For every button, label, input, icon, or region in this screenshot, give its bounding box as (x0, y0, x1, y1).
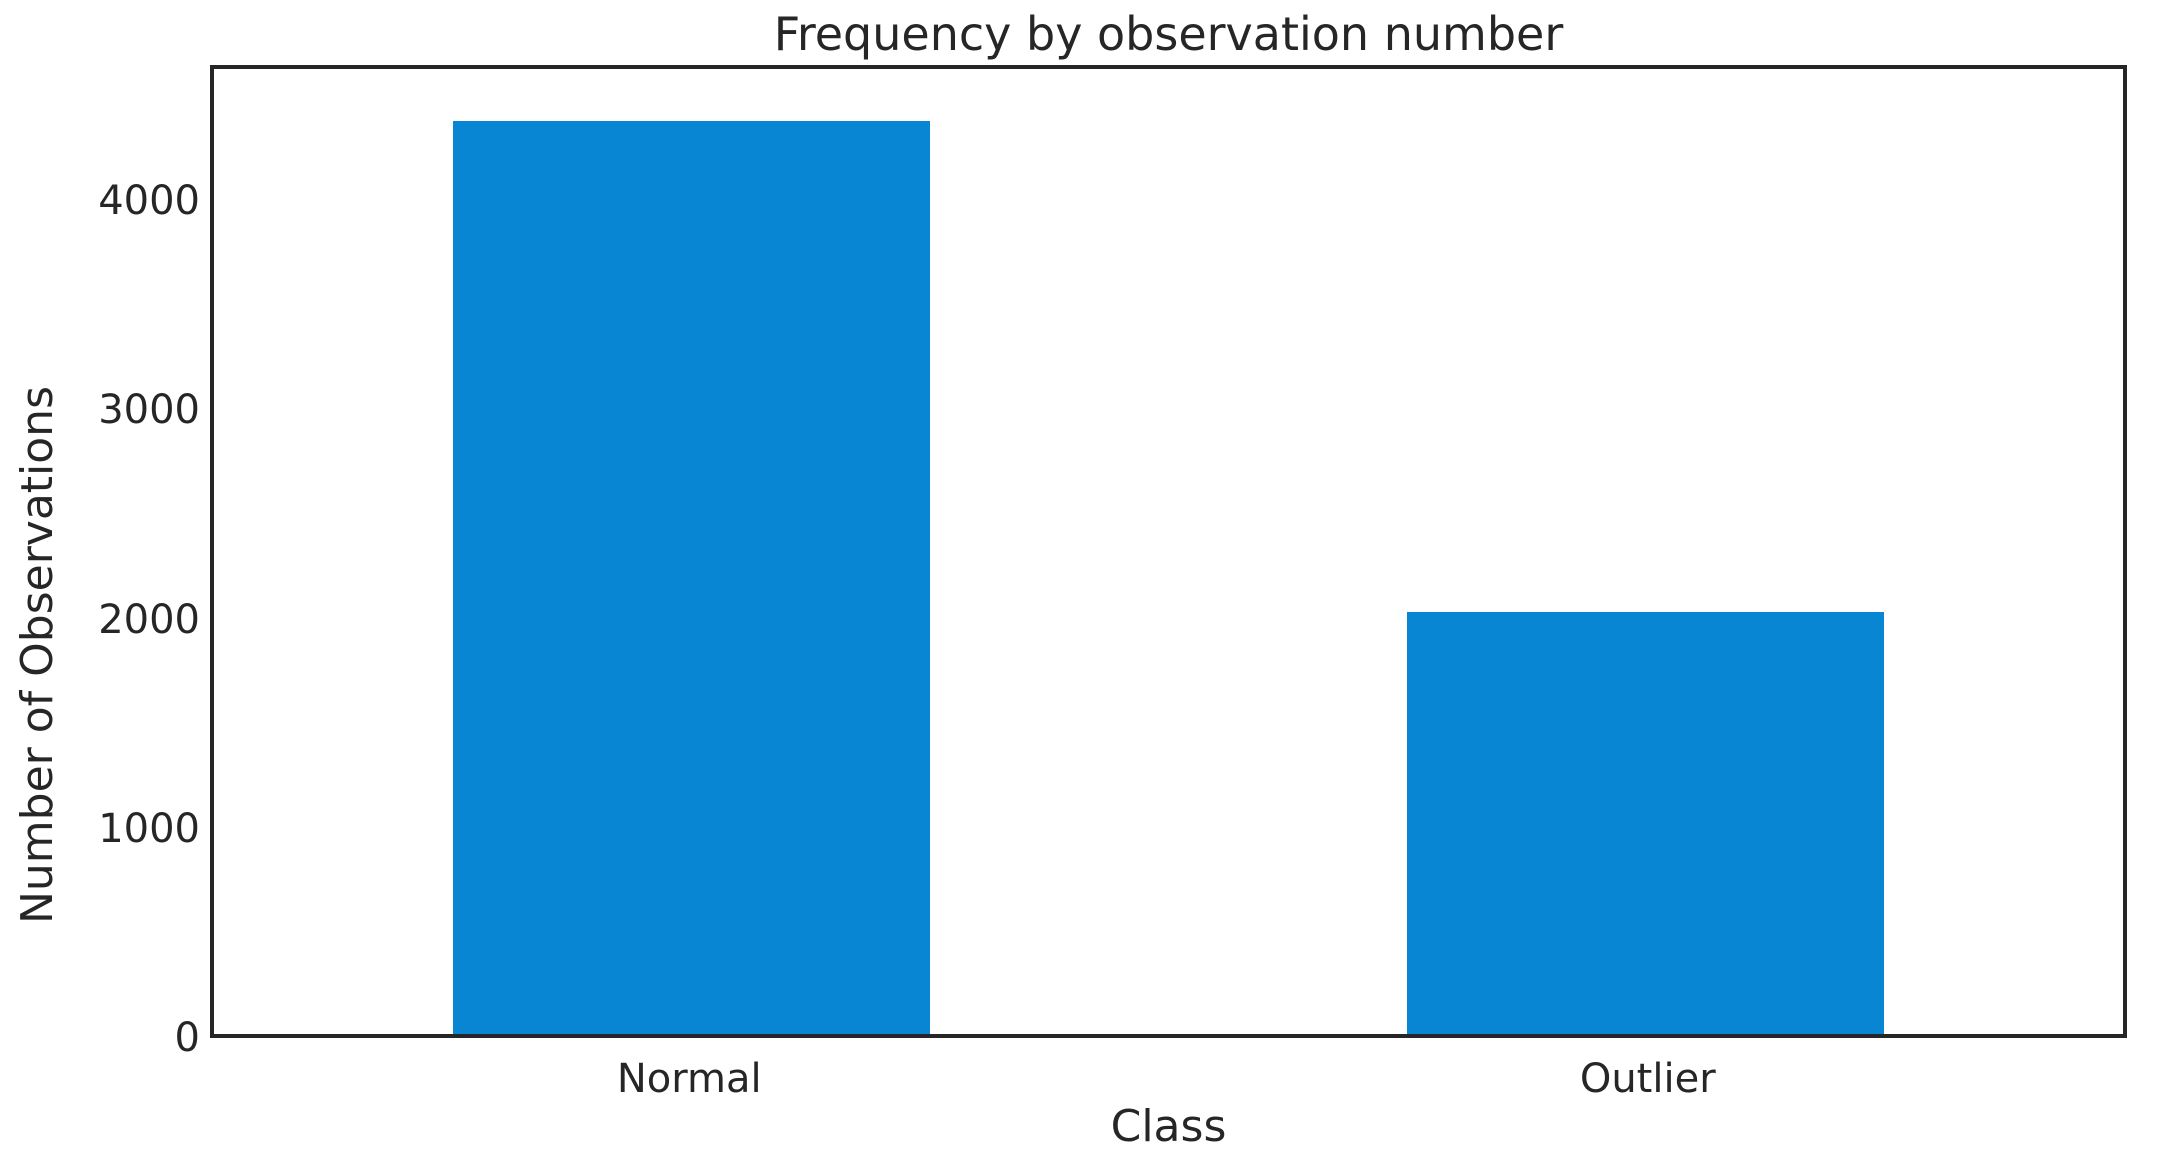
x-tick-normal: Normal (616, 1056, 762, 1102)
x-axis-label: Class (1110, 1101, 1227, 1152)
bar-outlier (1407, 611, 1885, 1034)
y-tick-1000: 1000 (98, 805, 200, 852)
x-tick-outlier: Outlier (1579, 1056, 1716, 1102)
chart-title: Frequency by observation number (773, 7, 1564, 61)
y-tick-4000: 4000 (98, 178, 200, 224)
y-tick-2000: 2000 (98, 596, 200, 643)
y-tick-3000: 3000 (98, 387, 200, 434)
y-tick-0: 0 (174, 1015, 200, 1061)
plot-area (210, 65, 2127, 1038)
y-axis-label: Number of Observations (12, 386, 63, 924)
bar-normal (452, 120, 930, 1034)
